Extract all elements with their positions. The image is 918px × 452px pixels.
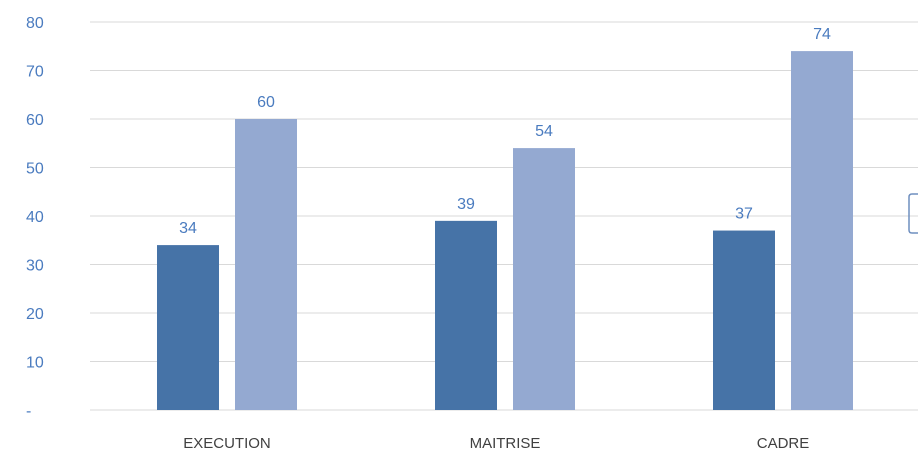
data-label: 74 — [813, 26, 831, 43]
bar — [713, 230, 775, 410]
y-tick-label: 70 — [26, 64, 44, 81]
y-tick-label: 80 — [26, 15, 44, 32]
x-axis-category-labels: EXECUTION MAITRISE CADRE — [183, 435, 809, 452]
y-tick-label: 20 — [26, 306, 44, 323]
y-tick-label: 10 — [26, 355, 44, 372]
bar — [791, 51, 853, 410]
bar — [513, 148, 575, 410]
data-labels: 34 60 39 54 37 74 — [179, 26, 831, 237]
y-tick-label: 30 — [26, 258, 44, 275]
category-label: EXECUTION — [183, 435, 271, 452]
bars — [157, 51, 853, 410]
y-tick-label: 40 — [26, 209, 44, 226]
gridlines — [90, 21, 918, 411]
y-tick-label: - — [26, 403, 31, 420]
data-label: 54 — [535, 123, 553, 140]
data-label: 60 — [257, 94, 275, 111]
bar — [435, 220, 497, 410]
bar — [235, 119, 297, 410]
legend-edge-icon — [908, 193, 918, 234]
category-label: MAITRISE — [470, 435, 541, 452]
data-label: 34 — [179, 220, 197, 237]
y-tick-label: 60 — [26, 112, 44, 129]
data-label: 39 — [457, 196, 475, 213]
y-tick-label: 50 — [26, 161, 44, 178]
data-label: 37 — [735, 206, 753, 223]
y-axis-tick-labels: - 10 20 30 40 50 60 70 80 — [26, 15, 44, 420]
bar — [157, 245, 219, 410]
category-label: CADRE — [757, 435, 810, 452]
